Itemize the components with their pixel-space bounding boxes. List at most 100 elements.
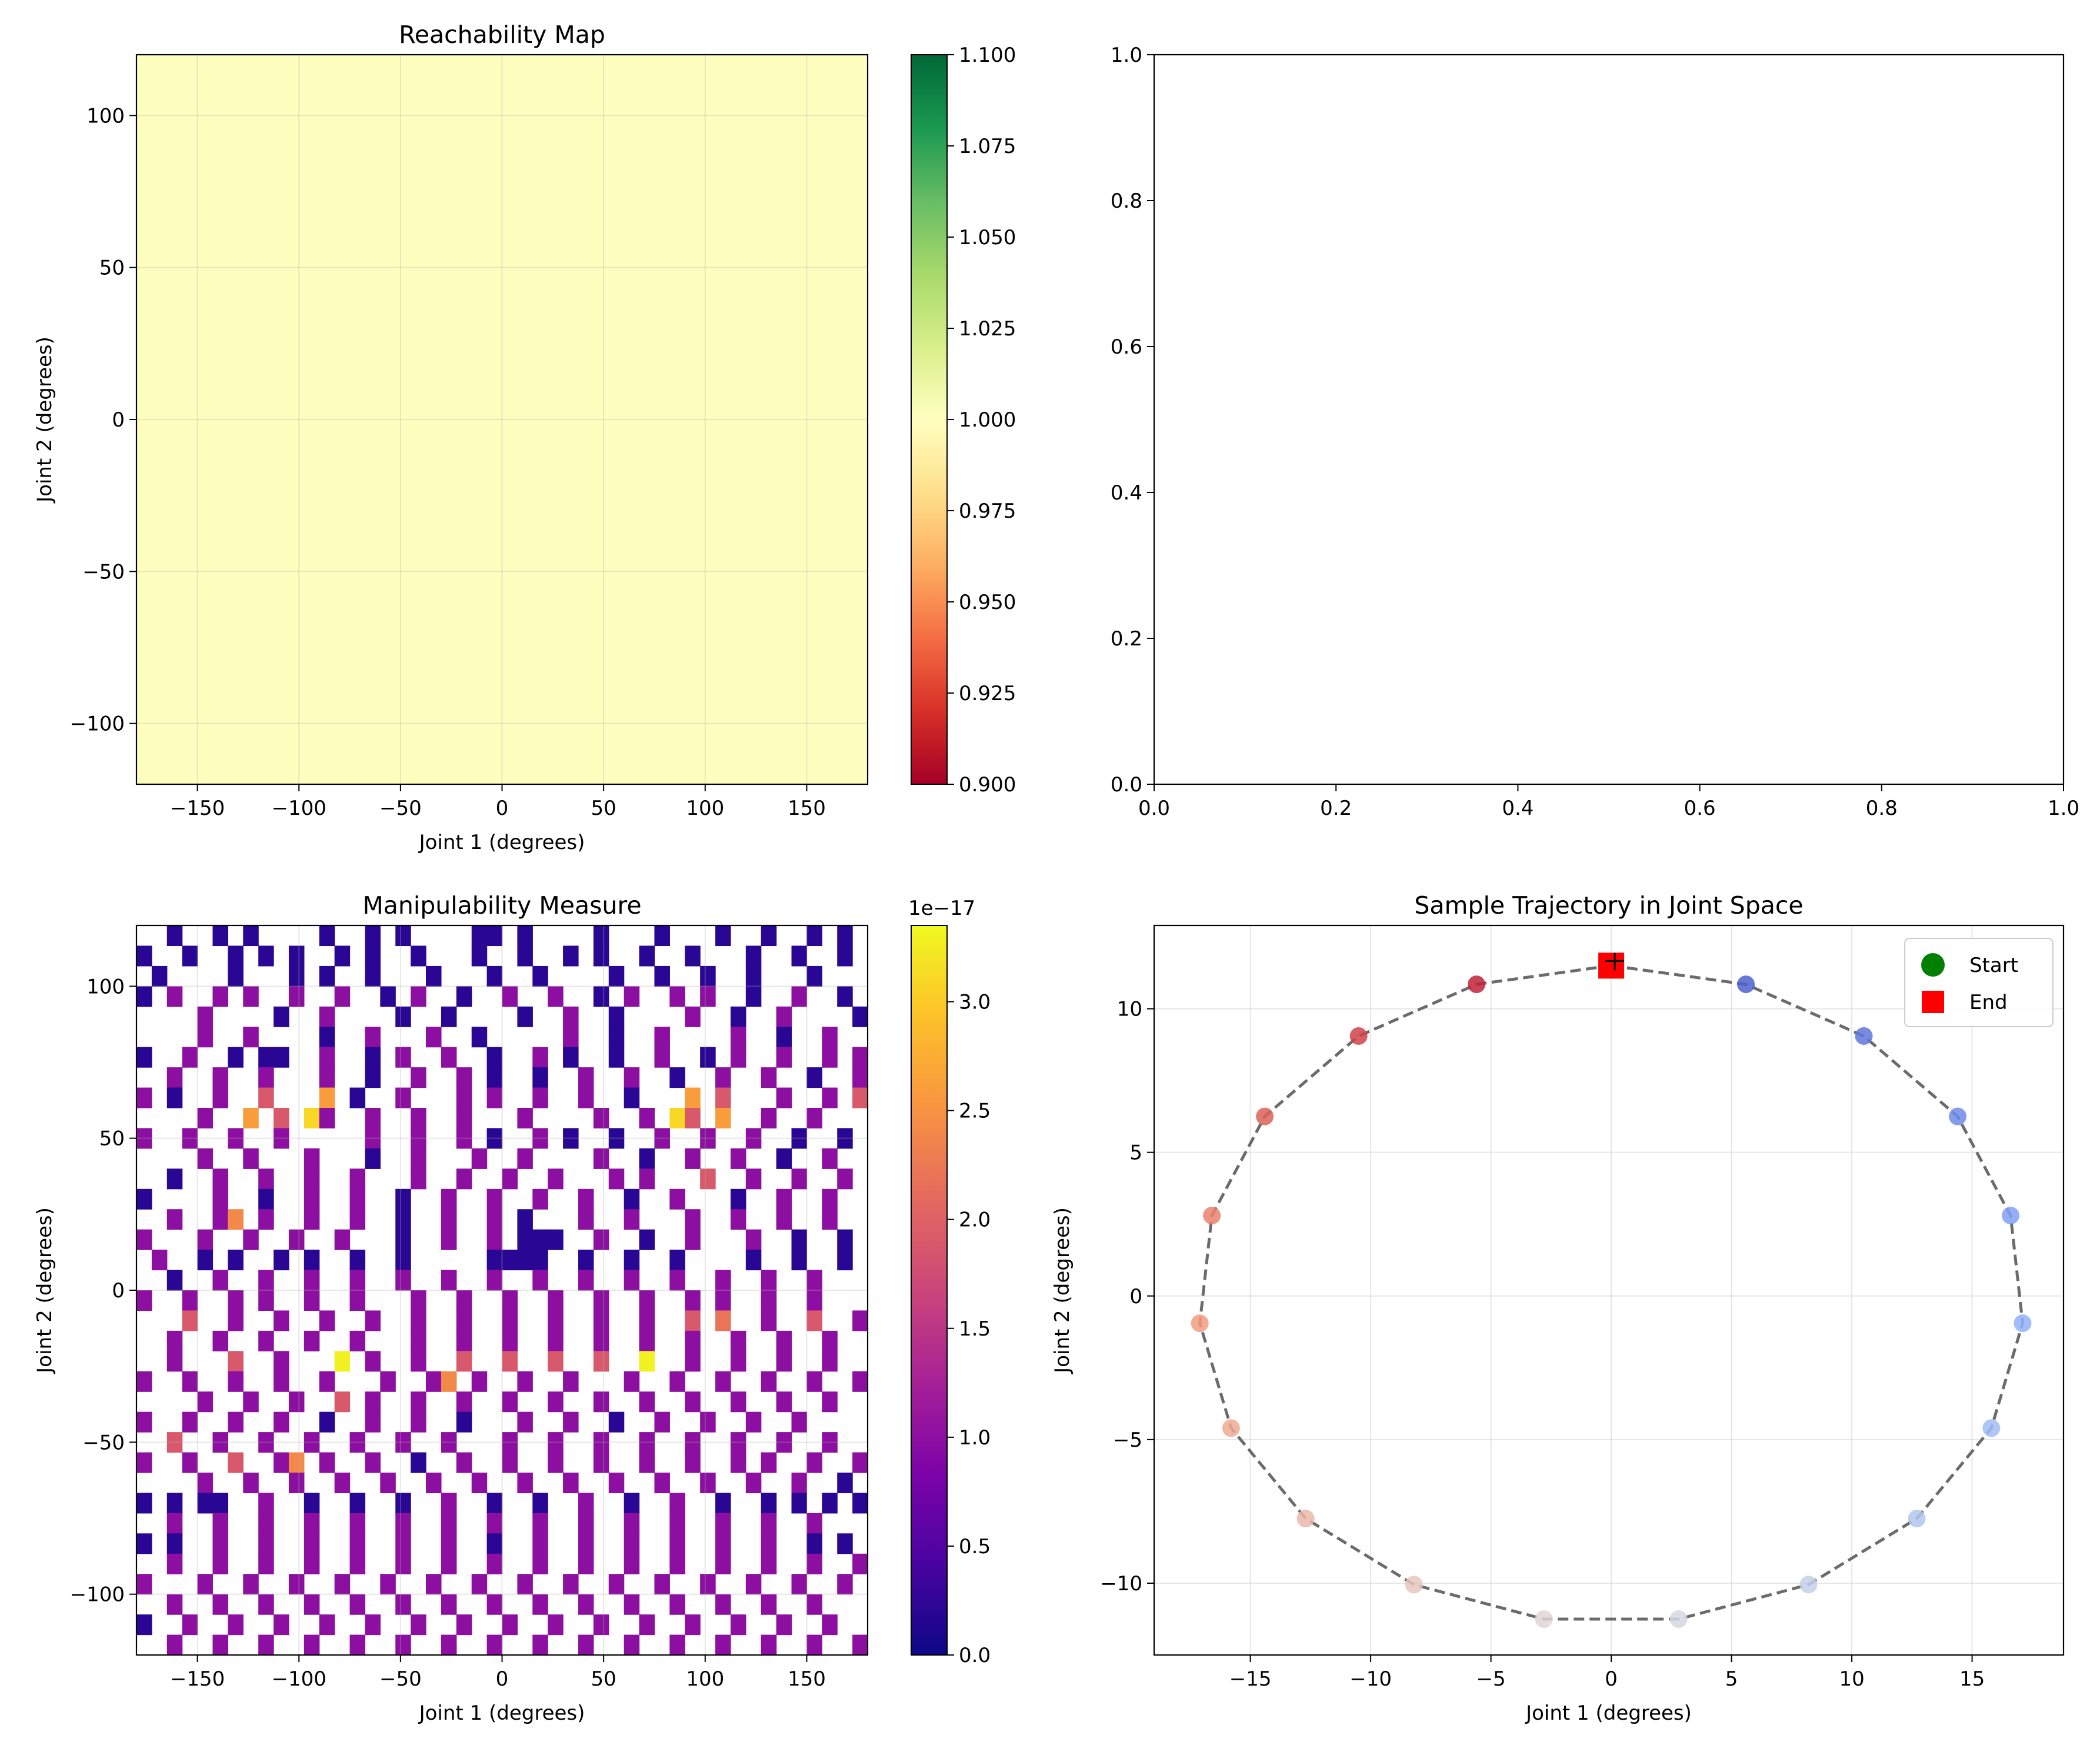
manipulability-cell [532, 1047, 548, 1068]
manipulability-cell [441, 1188, 457, 1210]
manipulability-cell [380, 1473, 396, 1494]
manipulability-cell [349, 1493, 366, 1514]
manipulability-cell [274, 1047, 289, 1068]
manipulability-cell [486, 1594, 503, 1615]
manipulability-cell [411, 945, 426, 967]
manipulability-cell [715, 1594, 731, 1615]
manipulability-cell [548, 1290, 564, 1311]
empty-xtick-label: 1.0 [2048, 797, 2079, 820]
manipulability-cell [151, 1250, 168, 1271]
manipulability-cell [715, 1087, 731, 1108]
manipulability-cell [685, 1452, 701, 1473]
manipulability-cell [852, 1452, 868, 1473]
manipulability-cell [486, 1188, 503, 1210]
manipulability-cell [517, 1108, 533, 1129]
manipulability-cell [593, 1432, 609, 1453]
trajectory-xtick-label: −10 [1349, 1667, 1392, 1691]
manipulability-cell [502, 1310, 518, 1331]
manipulability-cell [166, 1270, 183, 1291]
manipulability-cell [349, 1188, 366, 1210]
manipulability-cell [563, 945, 579, 967]
manipulability-cell [822, 1432, 838, 1453]
manipulability-cell [228, 1128, 244, 1149]
reachability-xtick-label: 50 [591, 797, 616, 820]
manipulability-cell [532, 1634, 548, 1656]
manipulability-cell [212, 1634, 228, 1656]
manipulability-cell [685, 945, 701, 967]
manipulability-cell [471, 925, 488, 947]
manipulability-cell [517, 1148, 533, 1169]
manipulability-cell [349, 1330, 366, 1351]
manipulability-cell [761, 1493, 777, 1514]
manipulability-cell [258, 1432, 274, 1453]
manipulability-cell [136, 1614, 152, 1636]
manipulability-cell [806, 965, 822, 987]
manipulability-cell [151, 965, 168, 987]
manipulability-cell [776, 1330, 792, 1351]
manipulability-cell [837, 1229, 853, 1250]
manipulability-cell [486, 1087, 503, 1108]
legend-end-marker [1922, 991, 1944, 1013]
manipulability-cell [715, 1634, 731, 1656]
manipulability-cell [639, 1614, 655, 1636]
manipulability-cell [639, 1452, 655, 1473]
manipulability-cell [654, 1473, 670, 1494]
trajectory-ytick-label: 10 [1117, 998, 1142, 1021]
manipulability-cell [274, 1128, 289, 1149]
manipulability-ytick-label: 50 [99, 1127, 125, 1151]
manipulability-cell [228, 1209, 244, 1230]
manipulability-cell [212, 1188, 228, 1210]
trajectory-ytick-label: −5 [1113, 1428, 1142, 1452]
manipulability-cell [593, 1351, 609, 1372]
manipulability-cell [806, 1553, 822, 1574]
manipulability-cell [228, 945, 244, 967]
manipulability-cell [471, 1473, 488, 1494]
reachability-xtick-label: 0 [496, 797, 509, 820]
manipulability-cell [380, 1574, 396, 1595]
manipulability-cell [578, 1553, 594, 1574]
manipulability-cell [563, 1473, 579, 1494]
reachability-colorbar-tick-label: 1.000 [959, 408, 1016, 432]
reachability-xtick-label: −50 [379, 797, 422, 820]
manipulability-cell [243, 1108, 259, 1129]
manipulability-cell [243, 925, 259, 947]
manipulability-cell [624, 1533, 640, 1554]
manipulability-cell [593, 1310, 609, 1331]
manipulability-cell [837, 986, 853, 1007]
manipulability-cell [837, 1168, 853, 1190]
manipulability-cell [212, 1493, 228, 1514]
manipulability-cell [548, 1391, 564, 1413]
manipulability-cell [761, 1270, 777, 1291]
manipulability-cell [852, 1087, 868, 1108]
manipulability-cell [365, 1411, 381, 1433]
manipulability-cell [548, 1330, 564, 1351]
manipulability-cell [700, 965, 716, 987]
manipulability-cell [411, 1391, 426, 1413]
manipulability-cell [411, 1067, 426, 1088]
empty-ytick-label: 0.0 [1111, 773, 1142, 797]
manipulability-cell [806, 1290, 822, 1311]
manipulability-cell [852, 1371, 868, 1392]
manipulability-cell [197, 1148, 214, 1169]
manipulability-cell [441, 1634, 457, 1656]
manipulability-cell [304, 1594, 320, 1615]
manipulability-colorbar-tick-label: 2.5 [959, 1100, 991, 1123]
manipulability-cell [197, 1391, 214, 1413]
reachability-xlabel: Joint 1 (degrees) [418, 831, 585, 854]
manipulability-cell [197, 1250, 214, 1271]
manipulability-cell [685, 1330, 701, 1351]
manipulability-cell [548, 1452, 564, 1473]
manipulability-cell [730, 1188, 746, 1210]
manipulability-cell [258, 1513, 274, 1534]
manipulability-cell [319, 1087, 335, 1108]
manipulability-cell [715, 1493, 731, 1514]
manipulability-cell [136, 1574, 152, 1595]
manipulability-cell [258, 1330, 274, 1351]
manipulability-cell [486, 1493, 503, 1514]
manipulability-cell [471, 1574, 488, 1595]
manipulability-cell [715, 1371, 731, 1392]
manipulability-cell [563, 1006, 579, 1027]
trajectory-xlabel: Joint 1 (degrees) [1525, 1701, 1692, 1725]
manipulability-cell [441, 1047, 457, 1068]
manipulability-cell [349, 1432, 366, 1453]
